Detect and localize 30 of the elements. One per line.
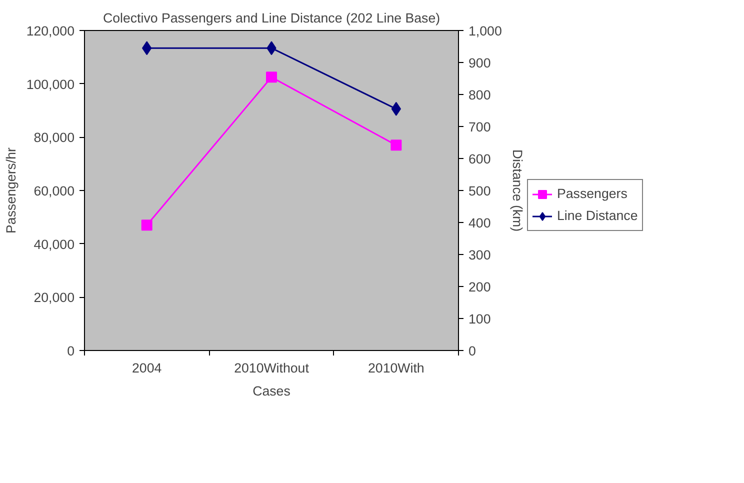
y2-tick-label: 0 <box>468 344 476 358</box>
legend-label: Line Distance <box>557 208 638 223</box>
chart-title: Colectivo Passengers and Line Distance (202 Line Base) <box>102 10 440 26</box>
y2-tick-label: 400 <box>468 216 491 230</box>
y-tick-label: 100,000 <box>26 76 75 92</box>
x-axis-title: Cases <box>252 384 291 398</box>
y-axis-title: Passengers/hr <box>3 146 18 234</box>
x-tick-label: 2010Without <box>234 360 310 376</box>
y2-tick-label: 1,000 <box>468 24 502 38</box>
y2-tick-label: 800 <box>468 88 491 102</box>
y-tick-label: 20,000 <box>34 290 74 306</box>
legend-label: Passengers <box>557 186 628 201</box>
point <box>390 140 402 151</box>
y-tick-label: 0 <box>67 344 75 358</box>
point <box>266 72 277 83</box>
y2-tick-label: 600 <box>468 152 491 166</box>
point <box>141 220 152 231</box>
y2-tick-label: 200 <box>468 280 491 294</box>
y-tick-label: 80,000 <box>34 130 74 146</box>
y2-tick-label: 700 <box>468 120 491 134</box>
y2-tick-label: 100 <box>468 312 491 326</box>
x-tick-label: 2004 <box>132 360 162 376</box>
y2-tick-label: 500 <box>468 184 491 198</box>
y2-axis-title: Distance (km) <box>510 149 525 232</box>
y-tick-label: 60,000 <box>34 184 74 198</box>
y2-tick-label: 300 <box>468 248 491 262</box>
y-tick-label: 120,000 <box>26 24 75 38</box>
x-tick-label: 2010With <box>368 360 424 376</box>
y2-tick-label: 900 <box>468 56 491 70</box>
y-tick-label: 40,000 <box>34 236 74 252</box>
